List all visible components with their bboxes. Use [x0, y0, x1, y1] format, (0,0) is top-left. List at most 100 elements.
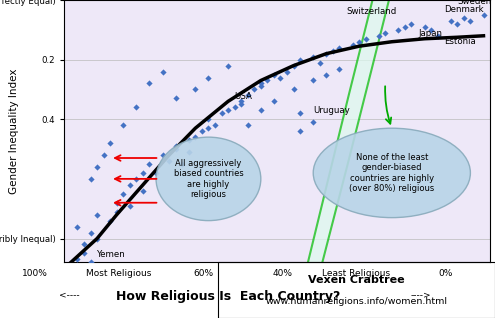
Point: [87, 260, 95, 265]
Text: How Religious Is  Each Country?: How Religious Is Each Country?: [115, 290, 340, 303]
Point: [106, 218, 114, 223]
Point: [106, 141, 114, 146]
Point: [309, 120, 317, 125]
Point: [80, 251, 88, 256]
Point: [296, 129, 304, 134]
Ellipse shape: [156, 137, 261, 221]
Point: [93, 164, 101, 169]
Point: [250, 87, 258, 92]
Point: [237, 99, 245, 104]
Point: [139, 170, 147, 176]
Text: Gender Inequality Index: Gender Inequality Index: [8, 68, 19, 194]
Point: [73, 224, 81, 229]
Point: [466, 18, 474, 24]
Point: [172, 147, 180, 152]
Point: [126, 203, 134, 208]
Point: [447, 18, 455, 24]
Point: [316, 60, 324, 65]
Point: [165, 158, 173, 163]
Point: [296, 57, 304, 62]
Text: Most Religious: Most Religious: [86, 269, 151, 278]
Ellipse shape: [313, 128, 470, 218]
Text: Switzerland: Switzerland: [346, 7, 396, 17]
Point: [113, 200, 121, 205]
Point: [348, 42, 356, 47]
Point: [244, 93, 251, 98]
Text: ---->: ---->: [410, 290, 431, 299]
Point: [381, 30, 389, 35]
Point: [87, 230, 95, 235]
Text: 40%: 40%: [272, 269, 292, 278]
Point: [172, 96, 180, 101]
Point: [119, 191, 127, 196]
Text: www.humanreligions.info/women.html: www.humanreligions.info/women.html: [265, 297, 447, 306]
Text: 0%: 0%: [438, 269, 453, 278]
Point: [126, 182, 134, 187]
Point: [434, 33, 442, 38]
Point: [172, 143, 180, 149]
Ellipse shape: [255, 0, 490, 318]
Point: [421, 24, 429, 29]
Point: [257, 81, 265, 86]
Point: [218, 111, 226, 116]
Text: All aggressively
biased countries
are highly
religious: All aggressively biased countries are hi…: [174, 159, 244, 199]
Text: Yemen: Yemen: [97, 251, 126, 259]
Point: [395, 27, 402, 32]
Point: [270, 72, 278, 77]
Point: [185, 138, 193, 143]
Point: [309, 78, 317, 83]
Point: [336, 66, 344, 71]
Point: [290, 63, 297, 68]
Text: Sweden: Sweden: [457, 0, 492, 6]
Point: [198, 129, 206, 134]
Text: Least Religious: Least Religious: [322, 269, 391, 278]
Point: [375, 33, 383, 38]
Point: [152, 170, 160, 176]
Point: [99, 153, 107, 158]
Point: [73, 266, 81, 271]
Point: [158, 69, 166, 74]
Point: [80, 242, 88, 247]
Point: [133, 105, 141, 110]
Point: [139, 188, 147, 193]
Point: [192, 135, 199, 140]
Point: [244, 123, 251, 128]
Point: [211, 123, 219, 128]
Text: 60%: 60%: [193, 269, 213, 278]
Point: [204, 117, 212, 122]
Point: [73, 257, 81, 262]
Point: [185, 149, 193, 155]
Text: Denmark: Denmark: [444, 5, 484, 14]
Point: [309, 54, 317, 59]
Text: 100%: 100%: [22, 269, 48, 278]
Point: [290, 87, 297, 92]
Point: [460, 15, 468, 20]
Point: [257, 84, 265, 89]
Text: USA: USA: [235, 93, 252, 101]
Point: [257, 108, 265, 113]
Point: [204, 75, 212, 80]
Point: [407, 21, 415, 26]
Point: [119, 123, 127, 128]
Point: [146, 162, 153, 167]
Point: [283, 69, 291, 74]
Point: [146, 81, 153, 86]
Point: [336, 45, 344, 50]
Point: [224, 63, 232, 68]
Point: [87, 176, 95, 181]
Text: Vexen Crabtree: Vexen Crabtree: [308, 275, 405, 285]
Point: [427, 27, 435, 32]
Point: [322, 51, 330, 56]
Point: [263, 78, 271, 83]
Point: [401, 24, 409, 29]
Point: [93, 236, 101, 241]
Point: [322, 72, 330, 77]
Point: [480, 12, 488, 17]
Point: [224, 108, 232, 113]
Point: [329, 48, 337, 53]
Text: <----: <----: [59, 290, 80, 299]
Point: [355, 39, 363, 44]
Point: [362, 36, 370, 41]
Point: [204, 126, 212, 131]
Text: Estonia: Estonia: [444, 37, 476, 46]
